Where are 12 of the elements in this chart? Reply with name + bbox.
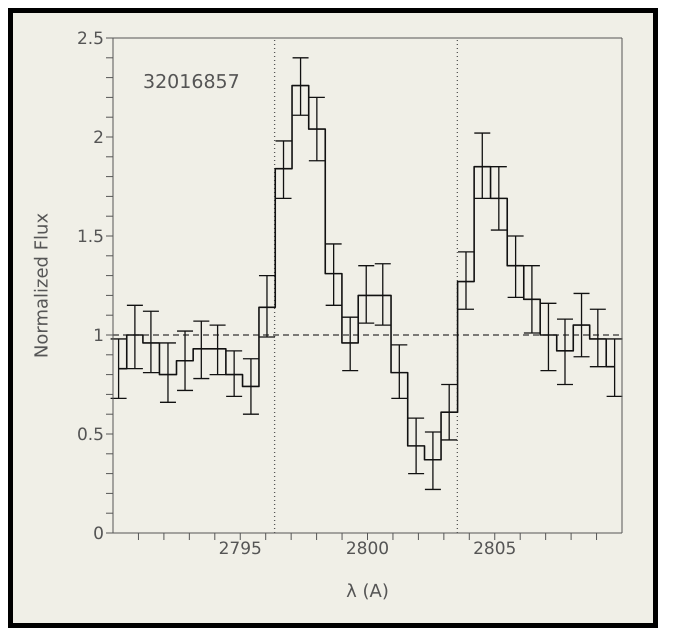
y-tick-label: 1.5 — [76, 227, 104, 248]
y-tick-label: 1 — [93, 326, 104, 346]
y-tick-label: 2 — [93, 128, 104, 148]
y-tick-label: 2.5 — [76, 29, 104, 50]
x-axis-title: λ (A) — [346, 581, 389, 602]
y-tick-label: 0 — [93, 524, 104, 544]
x-tick-label: 2805 — [473, 539, 516, 560]
y-axis-title: Normalized Flux — [31, 212, 52, 358]
annotation: 32016857 — [143, 71, 240, 93]
y-tick-label: 0.5 — [76, 425, 104, 446]
x-tick-label: 2800 — [346, 539, 390, 560]
x-tick-label: 2795 — [218, 539, 262, 560]
